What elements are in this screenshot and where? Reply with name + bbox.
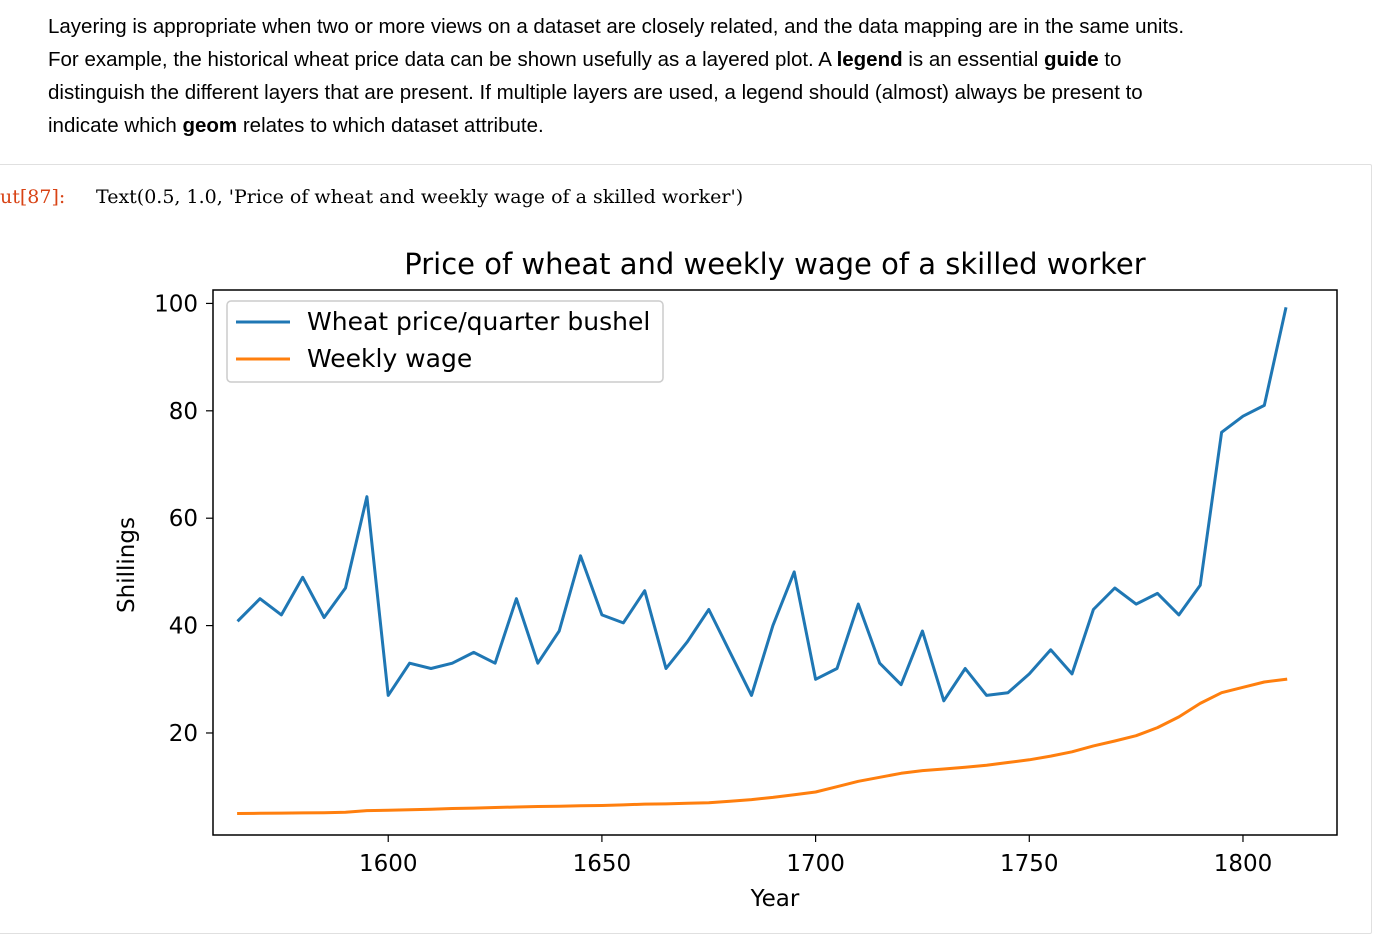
plot-frame (212, 289, 1338, 836)
y-tick-label: 60 (169, 506, 198, 532)
x-tick-label: 1700 (786, 851, 845, 877)
paragraph-line-1: Layering is appropriate when two or more… (48, 15, 1185, 38)
bold-legend: legend (836, 48, 903, 71)
markdown-cell: Layering is appropriate when two or more… (48, 10, 1348, 142)
legend-box (226, 300, 664, 383)
bold-geom: geom (182, 114, 238, 137)
y-tick-label: 40 (169, 614, 198, 640)
paragraph-line-4: indicate which geom relates to which dat… (48, 114, 544, 137)
x-tick-label: 1600 (359, 851, 418, 877)
output-prompt: ut[87]: (0, 186, 66, 208)
x-tick-label: 1750 (1000, 851, 1059, 877)
weekly-wage-line (237, 677, 1288, 816)
paragraph-line-3: distinguish the different layers that ar… (48, 81, 1143, 104)
output-area (0, 164, 1372, 934)
bold-guide: guide (1043, 48, 1099, 71)
legend-label: Wheat price/quarter bushel (307, 307, 650, 336)
x-tick-label: 1800 (1214, 851, 1273, 877)
y-tick-label: 80 (169, 399, 198, 425)
y-axis-label: Shillings (114, 517, 140, 613)
y-tick-label: 20 (169, 721, 198, 747)
paragraph-line-2: For example, the historical wheat price … (48, 48, 1122, 71)
legend-label: Weekly wage (307, 344, 472, 373)
chart-title: Price of wheat and weekly wage of a skil… (404, 247, 1145, 281)
x-tick-label: 1650 (573, 851, 632, 877)
x-axis-label: Year (750, 886, 800, 912)
legend: Wheat price/quarter bushel Weekly wage (226, 300, 664, 383)
output-text: Text(0.5, 1.0, 'Price of wheat and weekl… (96, 186, 744, 208)
y-tick-label: 100 (154, 291, 198, 317)
wheat-price-line (236, 307, 1288, 703)
